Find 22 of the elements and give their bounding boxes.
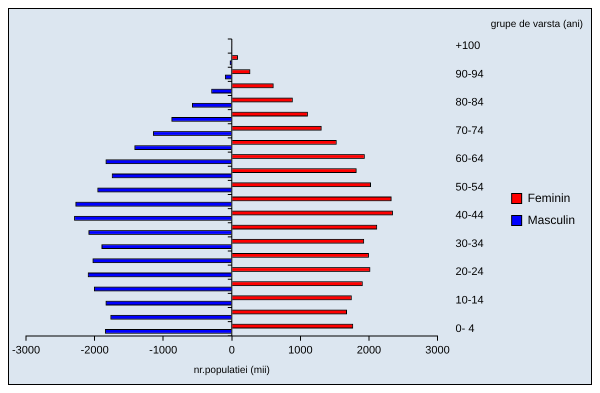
y-tick-label: 30-34 xyxy=(456,238,484,250)
y-tick-label: 50-54 xyxy=(456,181,484,194)
y-axis-title: grupe de varsta (ani) xyxy=(490,19,583,30)
x-tick-label: -1000 xyxy=(149,344,178,356)
y-tick-label: 20-24 xyxy=(456,266,484,278)
y-tick-label: 80-84 xyxy=(456,96,484,109)
y-tick-label: 0- 4 xyxy=(456,322,474,335)
y-tick-label: +100 xyxy=(456,40,480,52)
x-tick-label: -3000 xyxy=(12,344,40,356)
legend-label: Masculin xyxy=(528,212,576,227)
y-tick-label: 60-64 xyxy=(456,153,484,166)
y-tick-label: 90-94 xyxy=(456,68,484,80)
x-tick-label: -2000 xyxy=(80,344,109,356)
x-axis-title: nr.populatiei (mii) xyxy=(194,364,270,376)
legend-label: Feminin xyxy=(528,190,570,205)
y-tick-label: 10-14 xyxy=(456,294,484,306)
x-tick-label: 2000 xyxy=(356,344,382,356)
x-tick-label: 0 xyxy=(228,344,235,356)
y-tick-label: 70-74 xyxy=(456,124,484,137)
x-tick-label: 3000 xyxy=(425,344,450,356)
y-tick-label: 40-44 xyxy=(456,210,484,222)
x-tick-label: 1000 xyxy=(288,344,313,356)
